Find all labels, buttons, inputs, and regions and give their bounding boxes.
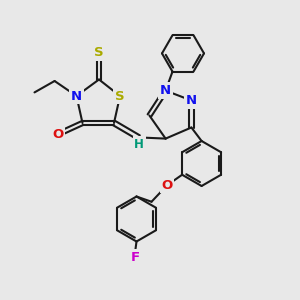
Text: H: H bbox=[134, 137, 144, 151]
Text: N: N bbox=[160, 84, 171, 97]
Text: N: N bbox=[186, 94, 197, 107]
Text: N: N bbox=[71, 89, 82, 103]
Text: O: O bbox=[52, 128, 63, 141]
Text: F: F bbox=[130, 250, 140, 264]
Text: S: S bbox=[115, 89, 125, 103]
Text: O: O bbox=[161, 179, 173, 192]
Text: S: S bbox=[94, 46, 104, 59]
